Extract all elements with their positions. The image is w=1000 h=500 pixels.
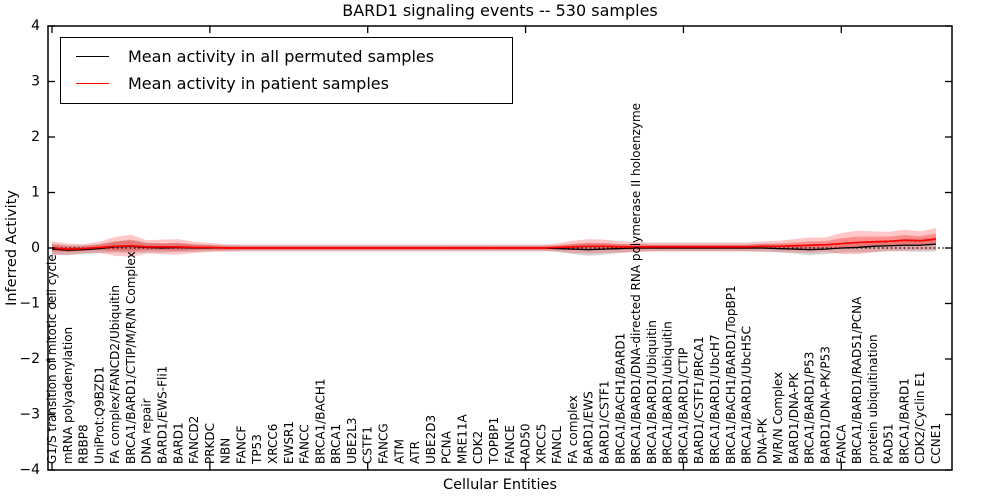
x-tick-label: BARD1/DNA-PK/P53	[819, 346, 833, 464]
x-tick-label: BRCA1/BARD1/DNA-directed RNA polymerase …	[629, 103, 643, 464]
y-axis-title: Inferred Activity	[4, 190, 20, 306]
x-tick-label: DNA-PK	[755, 417, 769, 464]
x-tick-label: CCNE1	[929, 423, 943, 464]
x-tick-label: BARD1/EWS-Fli1	[156, 366, 170, 464]
x-tick-label: FANCC	[298, 424, 312, 464]
x-tick-label: UBE2D3	[424, 415, 438, 464]
series-patient-band	[52, 228, 936, 257]
x-tick-label: BRCA1/BARD1/Ubiquitin	[645, 320, 659, 464]
legend-label: Mean activity in all permuted samples	[128, 47, 435, 66]
x-tick-label: BRCA1/BARD1/P53	[803, 352, 817, 464]
x-tick-label: M/R/N Complex	[771, 372, 785, 464]
legend-entry-patient: Mean activity in patient samples	[61, 70, 512, 97]
x-tick-label: FA complex	[566, 395, 580, 464]
legend-line-swatch-red	[76, 83, 109, 84]
x-tick-label: RBBP8	[77, 424, 91, 464]
x-tick-label: CDK2/Cyclin E1	[913, 371, 927, 464]
x-tick-label: FANCA	[834, 424, 848, 464]
x-tick-label: MRE11A	[455, 413, 469, 464]
x-tick-label: BARD1/EWS	[582, 391, 596, 464]
x-tick-label: FANCF	[234, 426, 248, 464]
x-tick-label: TOPBP1	[487, 417, 501, 465]
legend-line-swatch-black	[76, 56, 109, 57]
x-tick-label: CDK2	[471, 431, 485, 464]
x-tick-label: ATM	[392, 439, 406, 464]
x-tick-label: TP53	[250, 434, 264, 465]
x-tick-label: BARD1/CSTF1/BRCA1	[692, 336, 706, 464]
x-tick-label: BRCA1/BARD1/CTIP	[676, 348, 690, 464]
x-tick-label: DNA repair	[140, 398, 154, 464]
x-tick-label: BARD1/DNA-PK	[787, 372, 801, 464]
x-tick-label: BRCA1/BARD1/ubiquitin	[661, 321, 675, 464]
x-tick-label: PCNA	[440, 430, 454, 464]
x-axis-title: Cellular Entities	[442, 477, 558, 493]
x-tick-label: NBN	[219, 438, 233, 464]
x-tick-label: UBE2L3	[345, 417, 359, 464]
x-tick-label: mRNA polyadenylation	[61, 327, 75, 464]
x-tick-label: FANCG	[377, 423, 391, 464]
series-permuted-band	[52, 236, 936, 256]
x-tick-label: BRCA1/BARD1/UbcH7	[708, 334, 722, 464]
y-tick-label: −4	[19, 462, 40, 478]
x-tick-label: BRCA1/BARD1/CTIP/M/R/N Complex	[124, 251, 138, 464]
x-tick-label: BRCA1/BARD1/RAD51/PCNA	[850, 296, 864, 464]
y-tick-label: −1	[19, 296, 40, 312]
y-tick-label: −2	[19, 351, 40, 367]
x-tick-label: ATR	[408, 441, 422, 464]
x-tick-label: RAD50	[519, 423, 533, 464]
x-tick-label: FANCL	[550, 426, 564, 464]
x-tick-label: FANCD2	[187, 416, 201, 464]
x-tick-label: XRCC6	[266, 424, 280, 464]
series-patient-line	[51, 238, 937, 250]
x-tick-label: EWSR1	[282, 421, 296, 464]
y-tick-label: 4	[31, 18, 40, 34]
chart-title: BARD1 signaling events -- 530 samples	[342, 1, 658, 20]
x-tick-label: protein ubiquitination	[866, 334, 880, 464]
x-tick-label: FA complex/FANCD2/Ubiquitin	[108, 285, 122, 464]
x-tick-label: BRCA1/BACH1	[313, 378, 327, 464]
x-tick-label: BARD1/CSTF1	[598, 380, 612, 464]
x-tick-label: XRCC5	[534, 424, 548, 464]
x-tick-label: BRCA1/BACH1/BARD1	[613, 333, 627, 464]
y-tick-label: −3	[19, 407, 40, 423]
y-tick-label: 3	[31, 74, 40, 90]
x-tick-label: BRCA1	[329, 424, 343, 464]
x-tick-label: RAD51	[882, 423, 896, 464]
legend-entry-permuted: Mean activity in all permuted samples	[61, 43, 512, 70]
x-tick-label: CSTF1	[361, 426, 375, 464]
x-tick-label: FANCE	[503, 425, 517, 464]
x-tick-label: BRCA1/BACH1/BARD1/TopBP1	[724, 285, 738, 464]
y-tick-label: 1	[31, 185, 40, 201]
legend-label: Mean activity in patient samples	[128, 74, 389, 93]
x-tick-label: BRCA1/BARD1	[897, 378, 911, 464]
y-tick-label: 0	[31, 240, 40, 256]
y-tick-label: 2	[31, 129, 40, 145]
x-tick-label: UniProt:Q9BZD1	[92, 366, 106, 464]
x-tick-label: PRKDC	[203, 423, 217, 464]
legend: Mean activity in all permuted samples Me…	[60, 37, 513, 104]
x-tick-label: BARD1	[171, 422, 185, 464]
x-tick-label: BRCA1/BARD1/UbcH5C	[740, 326, 754, 464]
